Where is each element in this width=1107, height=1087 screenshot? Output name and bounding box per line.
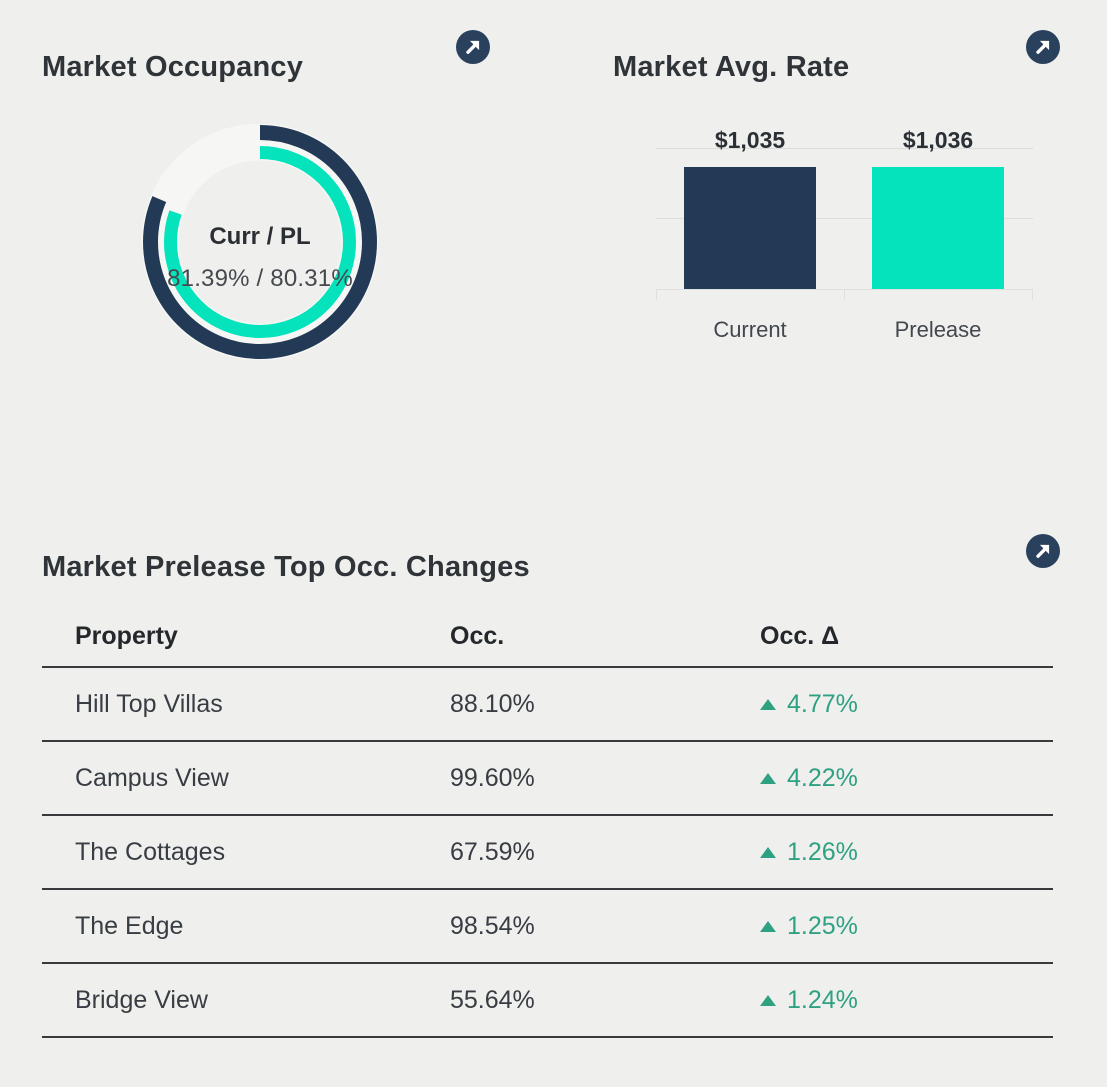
donut-ring-prelease bbox=[164, 146, 356, 338]
donut-track bbox=[141, 123, 379, 361]
axis-tick bbox=[844, 289, 845, 300]
occupancy-donut-chart: Curr / PL 81.39% / 80.31% bbox=[141, 123, 379, 361]
arrow-up-icon bbox=[760, 846, 776, 858]
cell-occ-delta: 1.24% bbox=[760, 986, 1053, 1015]
arrow-up-icon bbox=[760, 772, 776, 784]
bar-prelease bbox=[872, 167, 1004, 289]
prelease-changes-external-link-button[interactable] bbox=[1026, 534, 1060, 568]
arrow-up-icon bbox=[760, 994, 776, 1006]
donut-center-label: Curr / PL bbox=[209, 223, 311, 250]
bar-value-current: $1,035 bbox=[714, 127, 786, 153]
bar-label-current: Current bbox=[713, 317, 787, 342]
delta-value: 1.24% bbox=[787, 985, 858, 1014]
avg-rate-title: Market Avg. Rate bbox=[613, 51, 850, 83]
table-header-row: Property Occ. Occ. Δ bbox=[42, 606, 1053, 668]
delta-value: 1.25% bbox=[787, 911, 858, 940]
delta-value: 4.77% bbox=[787, 689, 858, 718]
axis-tick bbox=[1032, 289, 1033, 300]
occupancy-title: Market Occupancy bbox=[42, 51, 304, 83]
bar-current bbox=[684, 167, 816, 289]
table-row: Campus View 99.60% 4.22% bbox=[42, 742, 1053, 816]
occupancy-external-link-button[interactable] bbox=[456, 30, 490, 64]
donut-center-value: 81.39% / 80.31% bbox=[167, 265, 353, 292]
table-body: Hill Top Villas 88.10% 4.77% Campus View… bbox=[42, 668, 1053, 1038]
avg-rate-external-link-button[interactable] bbox=[1026, 30, 1060, 64]
gridline-mid bbox=[656, 218, 1033, 219]
delta-value: 4.22% bbox=[787, 763, 858, 792]
external-link-icon bbox=[1026, 534, 1060, 568]
occupancy-changes-table: Property Occ. Occ. Δ Hill Top Villas 88.… bbox=[42, 606, 1053, 1038]
cell-property: Campus View bbox=[75, 763, 229, 792]
cell-occ-delta: 1.26% bbox=[760, 838, 1053, 867]
column-header-occ: Occ. bbox=[450, 621, 505, 650]
cell-occ: 67.59% bbox=[450, 837, 535, 866]
external-link-icon bbox=[456, 30, 490, 64]
column-header-property: Property bbox=[75, 621, 178, 650]
table-row: Bridge View 55.64% 1.24% bbox=[42, 964, 1053, 1038]
table-row: Hill Top Villas 88.10% 4.77% bbox=[42, 668, 1053, 742]
table-row: The Cottages 67.59% 1.26% bbox=[42, 816, 1053, 890]
cell-occ-delta: 4.77% bbox=[760, 690, 1053, 719]
cell-property: The Edge bbox=[75, 911, 184, 940]
cell-occ: 55.64% bbox=[450, 985, 535, 1014]
cell-occ: 98.54% bbox=[450, 911, 535, 940]
cell-occ-delta: 4.22% bbox=[760, 764, 1053, 793]
gridline-top bbox=[656, 148, 1033, 149]
cell-occ: 88.10% bbox=[450, 689, 535, 718]
axis-tick bbox=[656, 289, 657, 300]
table-row: The Edge 98.54% 1.25% bbox=[42, 890, 1053, 964]
arrow-up-icon bbox=[760, 698, 776, 710]
cell-occ-delta: 1.25% bbox=[760, 912, 1053, 941]
external-link-icon bbox=[1026, 30, 1060, 64]
cell-property: Bridge View bbox=[75, 985, 208, 1014]
donut-ring-current bbox=[143, 125, 377, 359]
delta-value: 1.26% bbox=[787, 837, 858, 866]
column-header-occ-delta: Occ. Δ bbox=[760, 621, 840, 650]
bar-value-prelease: $1,036 bbox=[902, 127, 974, 153]
bar-label-prelease: Prelease bbox=[894, 317, 982, 342]
arrow-up-icon bbox=[760, 920, 776, 932]
cell-occ: 99.60% bbox=[450, 763, 535, 792]
prelease-changes-title: Market Prelease Top Occ. Changes bbox=[42, 551, 530, 583]
cell-property: Hill Top Villas bbox=[75, 689, 223, 718]
cell-property: The Cottages bbox=[75, 837, 226, 866]
